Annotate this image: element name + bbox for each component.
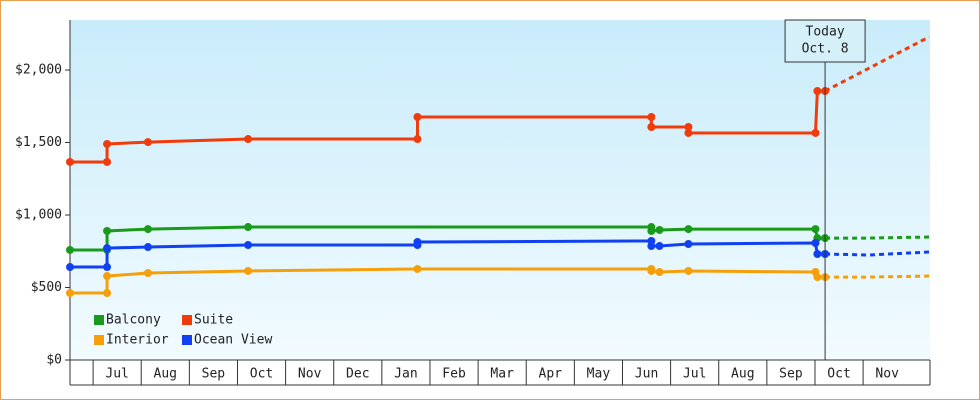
point — [66, 289, 74, 298]
x-tick-label: Nov — [875, 367, 899, 382]
x-tick-label: Oct — [250, 367, 273, 382]
legend-swatch — [94, 335, 104, 345]
point — [413, 135, 422, 144]
series-line — [70, 239, 826, 269]
x-tick-label: Feb — [442, 367, 466, 382]
point — [813, 273, 822, 282]
legend-swatch — [182, 315, 192, 325]
point — [66, 263, 74, 272]
point — [813, 250, 822, 259]
point — [244, 266, 253, 275]
point — [244, 241, 253, 250]
point — [813, 87, 822, 96]
point — [647, 266, 656, 275]
point — [413, 237, 422, 246]
x-tick-label: Aug — [731, 367, 754, 382]
point — [66, 157, 74, 166]
y-tick-label: $0 — [46, 353, 62, 368]
point — [103, 139, 112, 148]
point — [143, 225, 152, 234]
x-tick-label: Apr — [539, 367, 563, 382]
point — [413, 112, 422, 121]
point — [655, 267, 664, 276]
forecast-line — [825, 250, 930, 257]
point — [413, 264, 422, 273]
legend-swatch — [182, 335, 192, 345]
point — [244, 135, 253, 144]
today-box — [784, 19, 866, 63]
point — [143, 138, 152, 147]
point — [684, 128, 693, 137]
point — [103, 244, 112, 253]
x-tick-label: Sep — [779, 367, 803, 382]
point — [143, 269, 152, 278]
point — [103, 263, 112, 272]
x-tick-label: Jan — [394, 367, 417, 382]
forecast-line — [824, 35, 930, 93]
point — [66, 245, 74, 254]
today-label: Oct. 8 — [802, 42, 849, 57]
y-tick-label: $1,000 — [15, 208, 62, 223]
point — [655, 242, 664, 251]
x-tick-label: Jun — [635, 367, 658, 382]
point — [143, 243, 152, 252]
point — [655, 225, 664, 234]
point — [684, 266, 693, 275]
point — [811, 238, 820, 247]
x-tick-label: May — [587, 367, 611, 382]
legend-label: Interior — [106, 333, 169, 348]
forecast-line — [825, 235, 930, 240]
point — [244, 223, 253, 232]
legend-label: Ocean View — [194, 333, 272, 348]
point — [684, 225, 693, 234]
x-tick-label: Aug — [154, 367, 177, 382]
point — [103, 289, 112, 298]
point — [647, 112, 656, 121]
legend-label: Suite — [194, 313, 233, 328]
x-tick-label: Oct — [827, 367, 850, 382]
series-line — [70, 89, 826, 164]
point — [103, 226, 112, 235]
plot-area — [70, 20, 930, 360]
legend-swatch — [94, 315, 104, 325]
point — [684, 240, 693, 249]
x-tick-label: Jul — [105, 367, 128, 382]
point — [103, 157, 112, 166]
x-tick-label: Sep — [202, 367, 226, 382]
point — [811, 128, 820, 137]
legend-label: Balcony — [106, 313, 161, 328]
y-tick-label: $1,500 — [15, 135, 62, 150]
x-tick-label: Mar — [490, 367, 514, 382]
forecast-line — [825, 274, 930, 279]
today-label: Today — [806, 25, 845, 40]
point — [647, 123, 656, 132]
x-tick-label: Jul — [683, 367, 706, 382]
point — [811, 225, 820, 234]
point — [647, 242, 656, 251]
point — [647, 226, 656, 235]
y-tick-label: $500 — [31, 280, 62, 295]
point — [103, 272, 112, 281]
x-tick-label: Nov — [298, 367, 322, 382]
x-tick-label: Dec — [346, 367, 369, 382]
y-tick-label: $2,000 — [15, 63, 62, 78]
point — [684, 123, 693, 132]
